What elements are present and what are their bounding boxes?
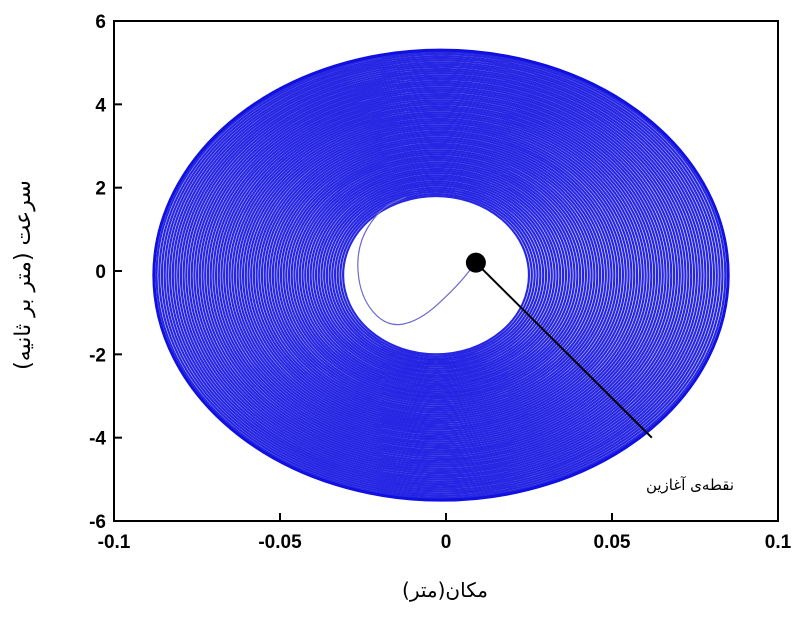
- trajectory-orbit: [241, 117, 636, 433]
- start-point-annotation: نقطه‌ی آغازین: [646, 476, 734, 494]
- trajectory-orbit: [177, 67, 704, 483]
- trajectory-orbit: [163, 57, 718, 493]
- trajectory-orbit: [328, 184, 545, 366]
- trajectory-orbit: [268, 138, 607, 412]
- trajectory-orbit: [282, 149, 593, 402]
- trajectory-orbit: [190, 78, 690, 473]
- trajectory-orbit: [312, 171, 562, 379]
- trajectory-orbit: [155, 51, 727, 500]
- trajectory-orbit: [160, 55, 721, 496]
- initial-spiral-path: [357, 196, 477, 326]
- trajectory-orbit: [258, 130, 619, 421]
- trajectory-orbit: [223, 103, 656, 448]
- trajectory-orbit: [266, 136, 610, 414]
- trajectory-orbit: [250, 124, 627, 427]
- trajectory-orbit: [298, 161, 576, 389]
- trajectory-orbit: [263, 134, 613, 416]
- trajectory-orbit: [231, 109, 647, 441]
- start-point-marker: [465, 252, 486, 273]
- trajectory-orbit: [247, 121, 630, 429]
- trajectory-orbit: [185, 74, 696, 477]
- trajectory-orbit: [174, 65, 707, 485]
- trajectory-orbit: [314, 174, 559, 377]
- y-axis-ticks: 6 4 2 0 -2 -4 -6: [89, 12, 122, 533]
- trajectory-orbit: [209, 92, 670, 458]
- trajectory-orbit: [179, 69, 701, 481]
- trajectory-orbit: [260, 132, 616, 418]
- trajectory-orbit: [279, 146, 596, 404]
- y-tick-label: 2: [95, 179, 106, 200]
- trajectory-orbit: [195, 82, 684, 468]
- trajectory-orbit: [309, 169, 565, 381]
- x-tick-label: -0.05: [258, 532, 302, 553]
- trajectory-orbit: [201, 86, 679, 464]
- trajectory-orbit: [290, 155, 585, 396]
- trajectory-orbit: [204, 88, 676, 462]
- trajectory-orbit: [182, 71, 698, 479]
- trajectory-band: [152, 48, 730, 502]
- trajectory-orbit: [285, 151, 590, 400]
- trajectory-orbit: [301, 163, 573, 387]
- trajectory-orbit: [277, 144, 599, 406]
- trajectory-orbit: [306, 167, 568, 383]
- trajectory-orbit: [166, 59, 716, 491]
- trajectory-orbit: [206, 90, 673, 460]
- trajectory-orbit: [287, 153, 588, 398]
- trajectory-orbit: [293, 157, 582, 393]
- y-axis-label: سرعت (متر بر ثانیه): [11, 180, 36, 370]
- trajectory-orbit: [220, 101, 659, 450]
- trajectory-orbit: [233, 111, 644, 439]
- trajectory-orbit: [336, 190, 536, 360]
- x-tick-label: 0.1: [765, 532, 792, 553]
- y-tick-label: 6: [95, 12, 106, 33]
- trajectory-orbit: [193, 80, 687, 471]
- y-tick-label: 0: [95, 262, 106, 283]
- y-tick-label: -4: [89, 429, 106, 450]
- x-tick-label: 0.05: [594, 532, 631, 553]
- trajectory-orbit: [325, 182, 548, 368]
- trajectory-orbit: [274, 142, 602, 408]
- trajectory-orbit: [228, 107, 650, 443]
- y-tick-label: 4: [95, 95, 106, 116]
- y-tick-label: -2: [89, 345, 106, 366]
- x-axis-label: مکان(متر): [402, 578, 488, 602]
- trajectory-orbit: [271, 140, 605, 410]
- trajectory-orbit: [255, 128, 622, 423]
- trajectory-orbit: [187, 76, 693, 475]
- trajectory-orbit: [341, 194, 531, 356]
- annotation-pointer-line: [475, 261, 653, 439]
- x-axis-ticks: -0.1 -0.05 0 0.05 0.1: [98, 513, 792, 553]
- trajectory-orbit: [217, 99, 662, 452]
- trajectory-orbit: [225, 105, 653, 446]
- trajectory-orbit: [333, 188, 539, 362]
- y-tick-label: -6: [89, 512, 106, 533]
- trajectory-orbit: [236, 113, 642, 437]
- trajectory-orbit: [323, 180, 551, 371]
- trajectory-orbit: [171, 63, 710, 487]
- trajectory-orbit: [320, 178, 553, 373]
- trajectory-orbit: [331, 186, 542, 364]
- trajectory-orbit: [239, 115, 639, 435]
- x-tick-label: -0.1: [98, 532, 131, 553]
- trajectory-orbit: [168, 61, 713, 489]
- trajectory-orbit: [296, 159, 579, 391]
- trajectory-orbit: [252, 126, 625, 425]
- trajectory-orbit: [198, 84, 681, 466]
- trajectory-orbit: [339, 192, 533, 358]
- trajectory-orbit: [214, 96, 664, 454]
- trajectory-orbit: [152, 48, 730, 502]
- trajectory-orbit: [244, 119, 633, 431]
- trajectory-orbit: [317, 176, 556, 375]
- trajectory-orbit: [212, 94, 667, 456]
- x-tick-label: 0: [441, 532, 452, 553]
- trajectory-orbit: [158, 53, 724, 498]
- trajectory-orbit: [304, 165, 570, 385]
